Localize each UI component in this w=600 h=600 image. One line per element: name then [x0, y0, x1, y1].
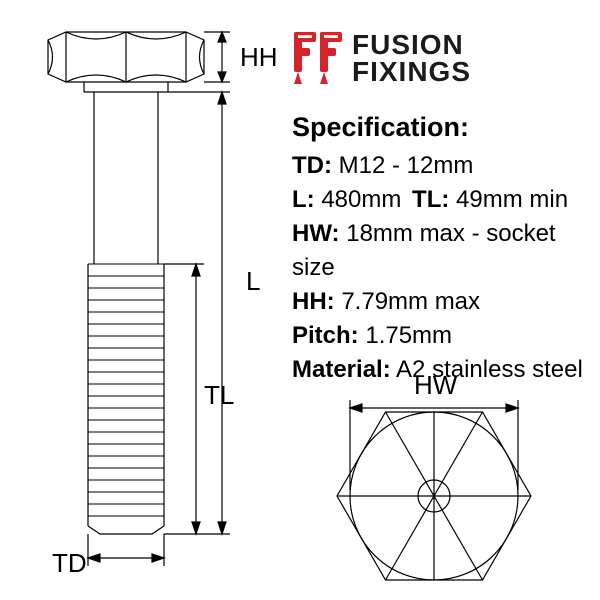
dim-hh-label: HH — [240, 42, 278, 73]
bolt-side-diagram — [28, 26, 238, 574]
dim-tl-label: TL — [204, 380, 234, 411]
dim-td-label: TD — [52, 548, 87, 579]
spec-row-pitch: Pitch: 1.75mm — [292, 319, 588, 353]
brand-line2: FIXINGS — [352, 59, 471, 86]
spec-row-l: L: 480mm TL: 49mm min — [292, 183, 588, 217]
spec-heading: Specification: — [292, 112, 588, 143]
brand-logo: FUSION FIXINGS — [292, 28, 471, 90]
logo-icon — [292, 28, 344, 90]
spec-block: Specification: TD: M12 - 12mm L: 480mm T… — [292, 112, 588, 388]
spec-row-hh: HH: 7.79mm max — [292, 285, 588, 319]
brand-name: FUSION FIXINGS — [352, 32, 471, 85]
spec-row-td: TD: M12 - 12mm — [292, 149, 588, 183]
brand-line1: FUSION — [352, 32, 471, 59]
spec-row-material: Material: A2 stainless steel — [292, 353, 588, 387]
spec-row-hw: HW: 18mm max - socket size — [292, 217, 588, 285]
hex-top-diagram — [290, 378, 588, 586]
dim-l-label: L — [246, 266, 260, 297]
